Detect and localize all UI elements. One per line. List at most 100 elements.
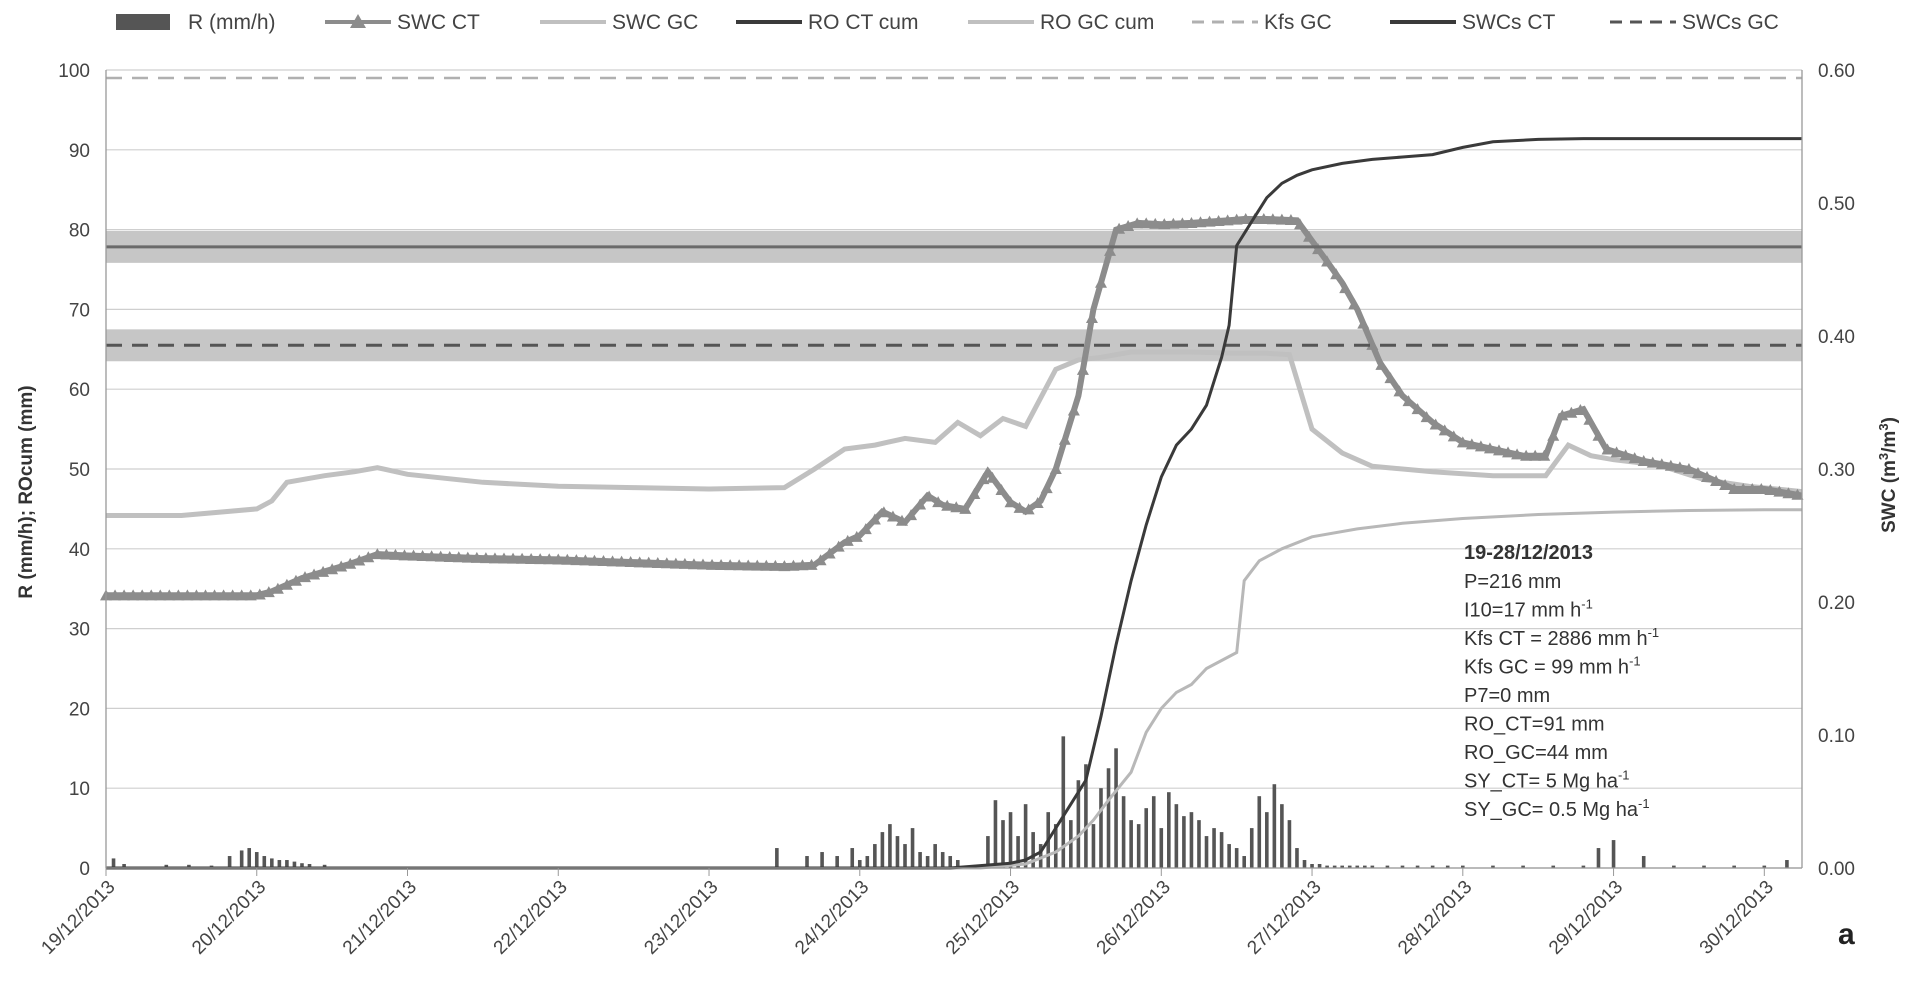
series-lines: [100, 76, 1804, 870]
swc-ct-marker: [1791, 488, 1804, 500]
swc-ct-marker: [1664, 459, 1677, 471]
swc-ct-marker: [1592, 429, 1605, 441]
swc-ct-marker: [633, 556, 646, 568]
annotation-line: SY_CT= 5 Mg ha-1: [1464, 768, 1630, 793]
legend-swatch: [116, 14, 170, 30]
legend-item: SWC CT: [325, 11, 480, 34]
swc-ct-marker: [461, 551, 474, 563]
rain-bar: [1197, 820, 1201, 868]
rain-bar: [1227, 844, 1231, 868]
swc-ct-marker: [1673, 461, 1686, 473]
swc-ct-marker: [136, 589, 149, 601]
swc-ct-marker: [1031, 497, 1044, 509]
rain-bar: [1204, 836, 1209, 868]
rain-bar: [1121, 796, 1126, 868]
swc-ct-marker: [715, 558, 728, 570]
swc-ct-marker: [995, 484, 1008, 496]
swc-ct-marker: [543, 553, 556, 565]
rain-bar: [880, 832, 885, 868]
swc-ct-marker: [588, 554, 601, 566]
x-tick-label: 27/12/2013: [1243, 877, 1325, 959]
swc-ct-marker: [416, 549, 429, 561]
swc-ct-marker: [1303, 230, 1316, 242]
y-right-tick-label: 0.10: [1818, 726, 1855, 747]
swc-ct-marker: [1502, 446, 1515, 458]
swc-ct-marker: [1167, 217, 1180, 229]
swc-ct-marker: [1330, 268, 1343, 280]
rain-bar: [1785, 860, 1789, 868]
swc-ct-marker: [1104, 244, 1117, 256]
annotation-line: Kfs GC = 99 mm h-1: [1464, 654, 1641, 679]
rain-bar: [300, 863, 304, 868]
rain-bar: [1415, 865, 1420, 868]
rain-bar: [187, 864, 191, 868]
swc-ct-marker: [497, 552, 510, 564]
rain-bar: [835, 856, 839, 868]
legend-item: SWC GC: [540, 11, 698, 34]
swc-ct-marker: [1085, 312, 1098, 324]
swc-ct-marker: [109, 589, 122, 601]
swc-ct-marker: [1637, 455, 1650, 467]
swc-ct-marker: [1474, 440, 1487, 452]
ro-ct-cum-line: [106, 137, 1802, 870]
rain-bar: [1182, 816, 1186, 868]
saturation-bands: [106, 230, 1802, 362]
rain-bar: [1174, 804, 1179, 868]
legend-label: SWC CT: [397, 11, 480, 34]
rain-bar: [1287, 820, 1292, 868]
swc-ct-marker: [1212, 215, 1225, 227]
swc-ct-marker: [1483, 442, 1496, 454]
swc-ct-marker: [1366, 338, 1379, 350]
swc-ct-marker: [1076, 363, 1089, 375]
legend-item: R (mm/h): [116, 11, 276, 34]
swc-ct-marker: [1574, 404, 1587, 416]
legend-label: RO CT cum: [808, 11, 918, 34]
swc-ct-marker: [823, 547, 836, 559]
x-tick-label: 21/12/2013: [339, 877, 421, 959]
swc-ct-marker: [1755, 482, 1768, 494]
rain-bar: [1076, 780, 1081, 868]
swc-ct-marker: [1122, 220, 1135, 232]
swc-ct-marker: [1375, 358, 1388, 370]
rain-bar: [1762, 865, 1767, 868]
swc-ct-marker: [977, 473, 990, 485]
swc-ct-marker: [443, 550, 456, 562]
swc-ct-marker: [308, 568, 321, 580]
swc-ct-marker: [1465, 438, 1478, 450]
rain-bar: [850, 848, 855, 868]
rain-bar: [1023, 804, 1028, 868]
swc-ct-marker: [787, 559, 800, 571]
swc-ct-marker: [344, 557, 357, 569]
y-left-tick-label: 50: [69, 460, 90, 481]
rain-bar: [1596, 848, 1601, 868]
swc-ct-marker: [923, 490, 936, 502]
rain-bar: [1347, 865, 1352, 868]
swc-ct-marker: [470, 551, 483, 563]
swc-ct-marker: [154, 589, 167, 601]
swc-ct-marker: [769, 559, 782, 571]
swc-ct-marker: [1691, 466, 1704, 478]
swc-ct-marker: [941, 499, 954, 511]
y-left-tick-label: 10: [69, 779, 90, 800]
rain-bar: [1212, 828, 1216, 868]
swc-ct-marker: [850, 530, 863, 542]
swc-ct-marker: [1158, 218, 1171, 230]
swc-ct-marker: [1013, 501, 1026, 513]
swc-ct-marker: [1628, 452, 1641, 464]
swc-ct-marker: [886, 510, 899, 522]
swc-ct-marker: [190, 589, 203, 601]
swc-ct-marker: [579, 554, 592, 566]
swc-ct-marker: [832, 540, 845, 552]
rain-bar: [820, 852, 824, 868]
swc-ct-marker: [253, 588, 266, 600]
legend-item: SWCs CT: [1390, 11, 1555, 34]
swc-ct-marker: [1511, 448, 1524, 460]
swc-ct-marker: [1556, 409, 1569, 421]
annotation-line: Kfs CT = 2886 mm h-1: [1464, 625, 1659, 650]
x-tick-label: 20/12/2013: [188, 877, 270, 959]
rain-bar: [918, 852, 922, 868]
swc-ct-marker: [335, 560, 348, 572]
panel-label: a: [1838, 918, 1855, 951]
swc-ct-marker: [1782, 487, 1795, 499]
rain-bar: [933, 844, 937, 868]
